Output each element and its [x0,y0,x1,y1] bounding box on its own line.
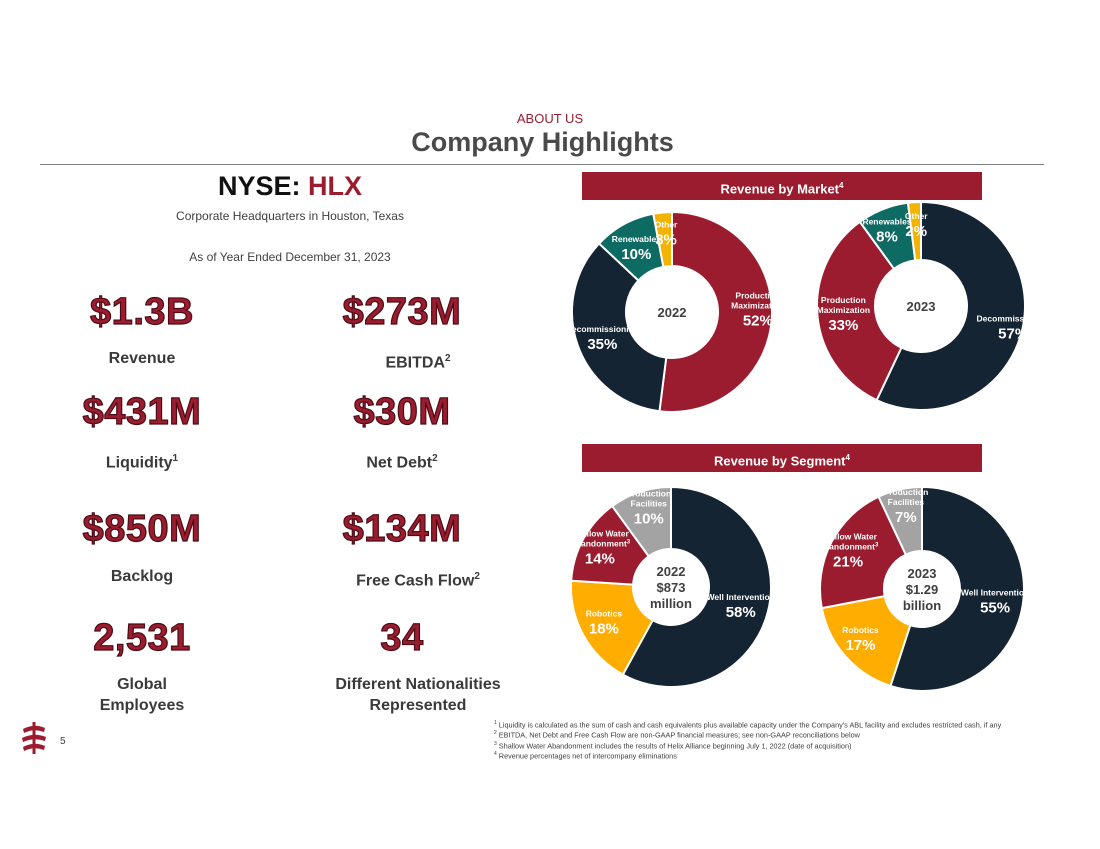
footnote-4: 4 Revenue percentages net of intercompan… [494,751,677,761]
slice-production-maximization [816,220,903,402]
charts-root: Production Maximization 52% Decommissioning… [566,200,1050,692]
footnote-2: 2 EBITDA, Net Debt and Free Cash Flow ar… [494,730,860,740]
slice-value-robotics: 17% [845,637,875,654]
ebitda-value: $273M [342,290,462,333]
slice-other [652,210,673,268]
slice-label-renewables: Renewables [612,234,661,244]
slice-label-other: Other [905,211,928,221]
slice-label-well-intervention: Well Intervention [707,592,775,602]
donut-chart-3: Well Intervention 58% Robotics 18% Shallow W… [570,485,775,688]
slice-value-renewables: 8% [876,228,898,245]
employees-label: Global Employees [99,676,185,714]
ebitda-label: EBITDA2 [385,353,451,372]
nationalities-value: 34 [380,616,424,659]
net-debt-value: $30M [353,390,451,433]
slice-robotics [570,579,655,676]
slice-value-production-maximization: 33% [828,317,858,334]
slice-label-decommissioning: Decommissioning [566,324,639,334]
as-of-date: As of Year Ended December 31, 2023 [189,250,391,264]
slice-value-decommissioning: 57% [998,326,1028,343]
donut-chart-1: Production Maximization 52% Decommissioning… [566,210,785,413]
section-label: ABOUT US [516,111,584,126]
liquidity-value: $431M [82,390,202,433]
backlog-value: $850M [82,507,202,550]
ticker-symbol: HLX [308,171,363,201]
revenue-by-market-banner: Revenue by Market4 [582,172,982,200]
donut-center-label: 2022 [658,305,687,320]
donut-center-label: 2023 $1.29 billion [903,566,941,613]
revenue-value: $1.3B [89,290,194,333]
slice-decommissioning [571,242,668,413]
slice-value-shallow-water-abandonment: 14% [585,550,615,567]
footnote-3: 3 Shallow Water Abandonment includes the… [494,740,852,751]
slice-label-robotics: Robotics [586,609,623,619]
donut-center-label: 2023 [907,299,936,314]
slice-value-production-facilities: 7% [895,509,917,526]
slice-other [906,200,922,262]
slice-shallow-water-abandonment [819,495,908,610]
slice-label-production-facilities: Production Facilities [626,489,671,509]
slice-value-decommissioning: 35% [587,336,617,353]
revenue-label: Revenue [108,350,176,367]
fcf-label: Free Cash Flow2 [356,571,480,590]
slice-value-well-intervention: 58% [726,604,756,621]
slice-label-shallow-water-abandonment: Shallow Water Abandonment3 [570,528,631,548]
slice-production-maximization [658,210,773,413]
page-title: Company Highlights [411,127,674,157]
slice-value-robotics: 18% [589,621,619,638]
slice-label-renewables: Renewables [862,216,911,226]
slice-label-shallow-water-abandonment: Shallow Water Abandonment3 [818,531,879,551]
title-divider [40,164,1044,165]
ticker-exchange: NYSE: [217,171,309,201]
slice-well-intervention [621,485,772,688]
slice-label-other: Other [655,219,678,229]
backlog-label: Backlog [110,568,174,585]
slice-production-facilities [610,485,672,558]
footnote-1: 1 Liquidity is calculated as the sum of … [494,720,1002,730]
slice-value-well-intervention: 55% [980,600,1010,617]
slice-value-shallow-water-abandonment: 21% [833,553,863,570]
fcf-value: $134M [342,507,462,550]
liquidity-label: Liquidity1 [105,453,179,472]
net-debt-label: Net Debt2 [366,453,438,472]
slice-well-intervention [889,485,1025,692]
company-logo [20,720,48,761]
donut-chart-4: Well Intervention 55% Robotics 17% Shallow W… [818,485,1029,692]
slice-label-robotics: Robotics [842,625,879,635]
slice-production-facilities [877,485,923,556]
donut-chart-2: Decommissioning 57% Production Maximization… [816,200,1050,411]
nationalities-label: Different Nationalities Represented [335,676,501,714]
slice-decommissioning [875,200,1026,411]
slice-label-decommissioning: Decommissioning [977,314,1050,324]
stock-ticker: NYSE: HLX [140,171,440,202]
slice-value-other: 3% [655,231,677,248]
slice-label-well-intervention: Well Intervention [961,588,1029,598]
donut-center-label: 2022 $873 million [650,564,692,611]
slice-value-production-facilities: 10% [634,511,664,528]
slice-value-other: 2% [905,223,927,240]
slice-label-production-facilities: Production Facilities [883,487,928,507]
revenue-by-segment-banner: Revenue by Segment4 [582,444,982,472]
slice-value-renewables: 10% [621,246,651,263]
slice-label-production-maximization: Production Maximization [817,295,870,315]
page-number: 5 [60,736,66,747]
slice-value-production-maximization: 52% [743,313,773,330]
slice-robotics [820,594,912,688]
slice-label-production-maximization: Production Maximization [731,291,784,311]
headquarters-text: Corporate Headquarters in Houston, Texas [176,209,404,223]
footnotes: 1 Liquidity is calculated as the sum of … [494,719,1094,761]
employees-value: 2,531 [93,616,191,659]
